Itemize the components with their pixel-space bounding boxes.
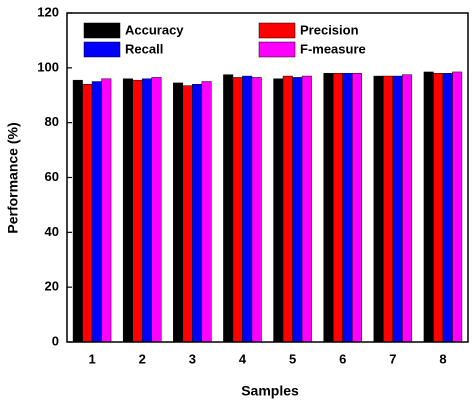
bar (373, 75, 384, 343)
legend-label: F-measure (300, 41, 366, 56)
bar (402, 74, 413, 343)
bar (301, 75, 312, 343)
legend-label: Accuracy (125, 22, 184, 37)
bar (141, 78, 152, 343)
bar (332, 73, 343, 343)
bar (442, 73, 453, 343)
x-tick-label: 1 (88, 351, 95, 366)
x-tick-label: 3 (189, 351, 196, 366)
y-tick-label: 20 (45, 279, 59, 294)
bar (122, 78, 133, 343)
bar (91, 81, 102, 343)
x-tick-label: 4 (239, 351, 247, 366)
bar (232, 77, 243, 343)
bar (82, 84, 93, 343)
y-tick-label: 100 (37, 59, 59, 74)
bar (292, 77, 303, 343)
legend-label: Recall (125, 41, 163, 56)
y-tick-label: 80 (45, 114, 59, 129)
bar (383, 75, 394, 343)
bar (72, 79, 83, 343)
bar (242, 75, 253, 343)
bar (423, 71, 434, 343)
plot-frame (66, 12, 469, 343)
legend-swatch (258, 41, 296, 58)
bar (452, 71, 463, 343)
bar (251, 77, 262, 343)
bar (282, 75, 293, 343)
bar (101, 78, 112, 343)
x-tick-label: 2 (139, 351, 146, 366)
x-tick-label: 8 (439, 351, 446, 366)
x-tick-label: 6 (339, 351, 346, 366)
y-tick-label: 0 (52, 333, 59, 348)
bar (323, 73, 334, 343)
x-tick-label: 5 (289, 351, 296, 366)
bar (182, 85, 193, 343)
bar (132, 79, 143, 343)
legend-swatch (258, 22, 296, 39)
y-tick-label: 40 (45, 224, 59, 239)
y-tick-label: 120 (37, 4, 59, 19)
bar (433, 73, 444, 343)
bar (273, 78, 284, 343)
bar (192, 84, 203, 343)
bar (392, 75, 403, 343)
y-axis-label: Performance (%) (5, 122, 21, 233)
y-tick-label: 60 (45, 169, 59, 184)
bar (342, 73, 353, 343)
x-axis-label: Samples (241, 383, 299, 399)
x-tick-label: 7 (389, 351, 396, 366)
legend-swatch (83, 41, 121, 58)
bar (351, 73, 362, 343)
bar (151, 77, 162, 343)
bar (223, 74, 234, 343)
bar (173, 82, 184, 343)
bar (201, 81, 212, 343)
legend-label: Precision (300, 22, 359, 37)
legend-swatch (83, 22, 121, 39)
